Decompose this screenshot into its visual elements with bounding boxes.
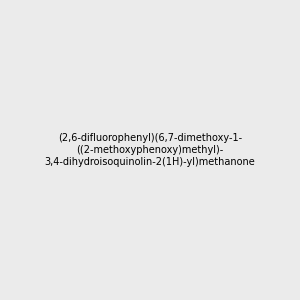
Text: (2,6-difluorophenyl)(6,7-dimethoxy-1-
((2-methoxyphenoxy)methyl)-
3,4-dihydroiso: (2,6-difluorophenyl)(6,7-dimethoxy-1- ((… [45, 134, 255, 166]
